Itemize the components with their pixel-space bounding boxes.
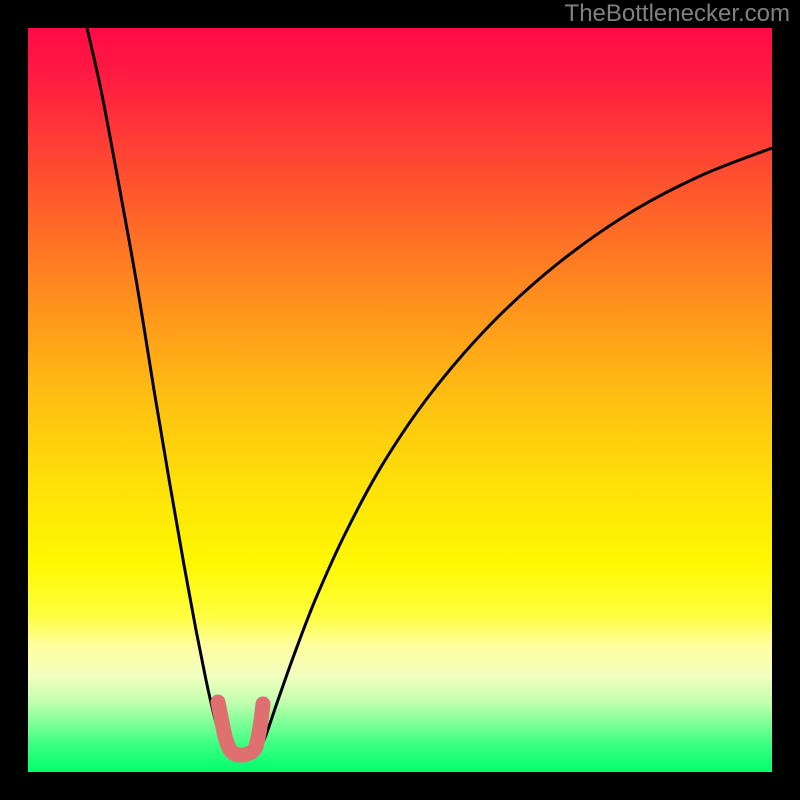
chart-root: TheBottlenecker.com <box>0 0 800 800</box>
bottleneck-plot <box>0 0 800 800</box>
watermark-text: TheBottlenecker.com <box>565 0 790 28</box>
gradient-field <box>28 28 772 772</box>
